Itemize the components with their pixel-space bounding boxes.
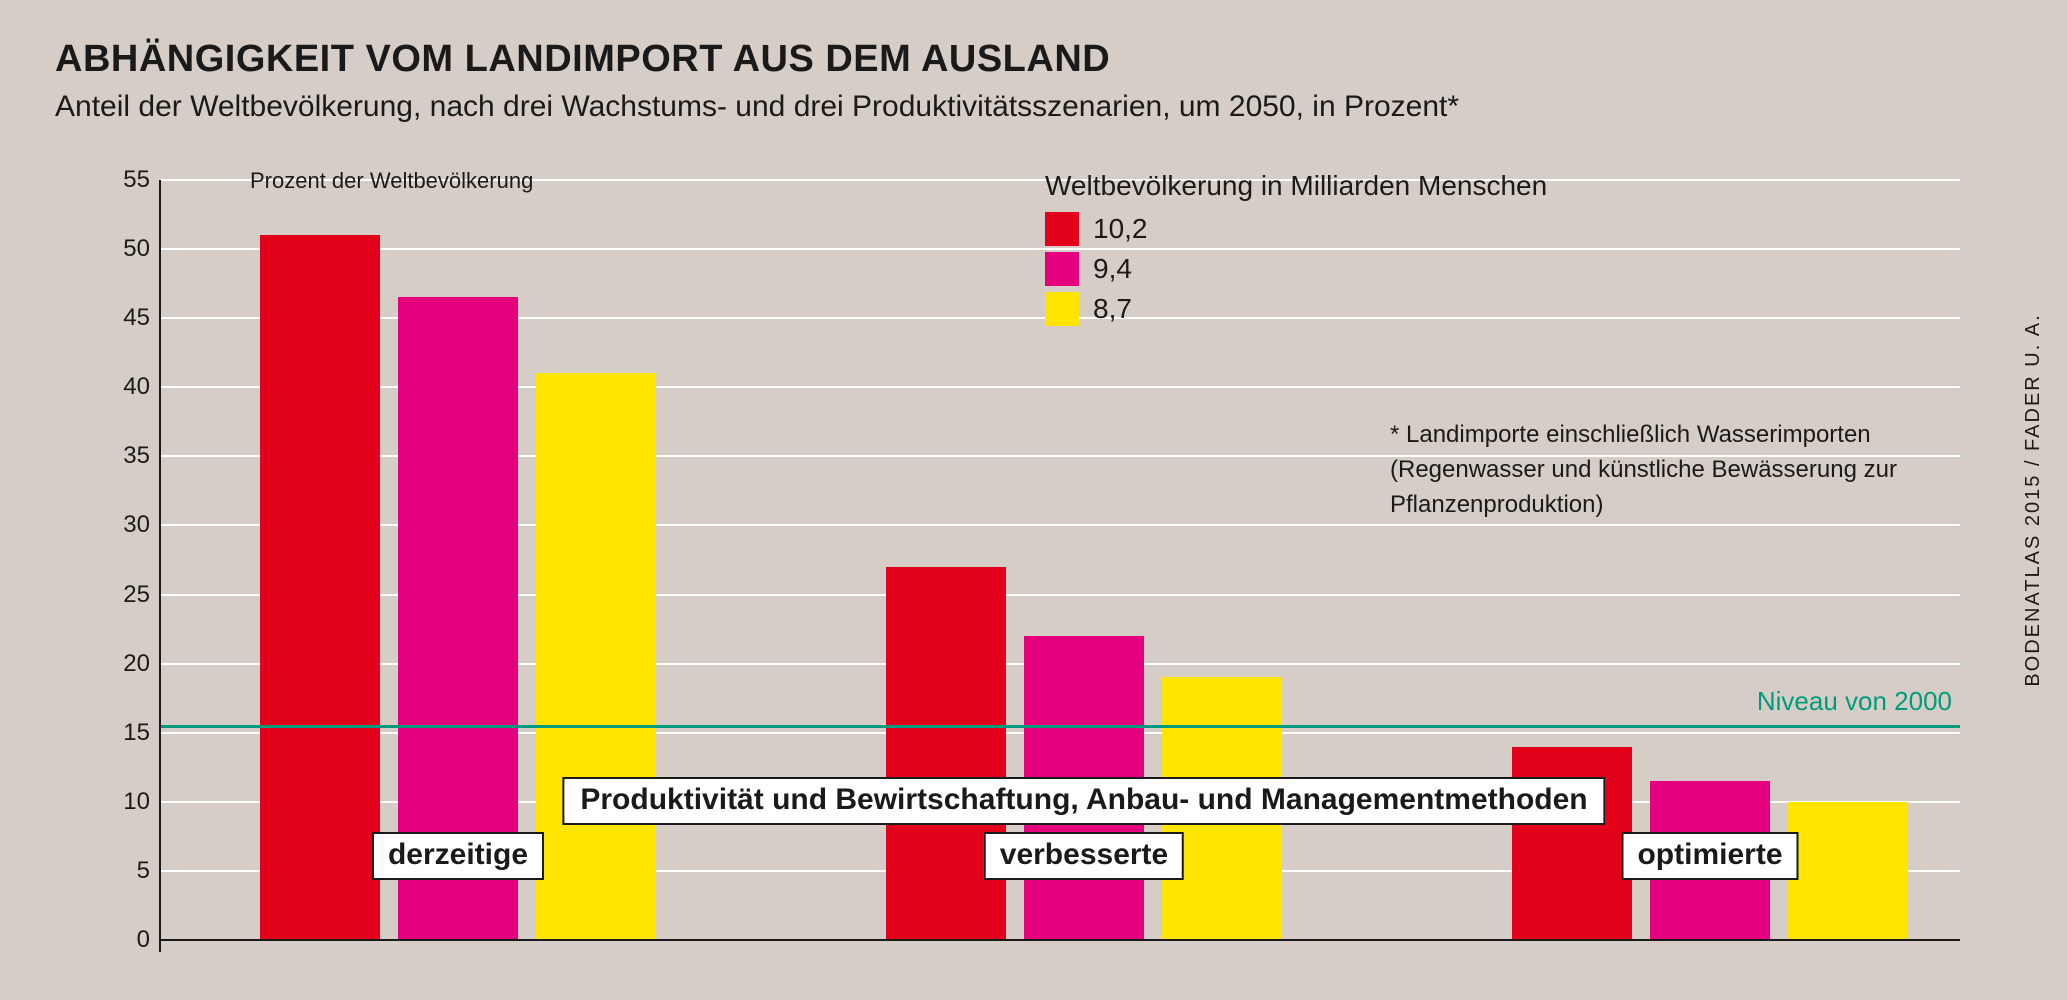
reference-line-label: Niveau von 2000: [1757, 686, 1952, 717]
chart-container: 0510152025303540455055Prozent der Weltbe…: [80, 180, 1960, 970]
y-axis-line: [159, 180, 161, 940]
chart-subtitle: Anteil der Weltbevölkerung, nach drei Wa…: [55, 90, 1459, 124]
footnote: * Landimporte einschließlich Wasserimpor…: [1390, 418, 1897, 522]
source-credit: BODENATLAS 2015 / FADER U. A.: [2022, 313, 2045, 686]
category-label-improved: verbesserte: [984, 832, 1184, 880]
legend-item-s94: 9,4: [1045, 252, 1547, 286]
bar-optimal-s87: [1788, 802, 1908, 940]
bar-current-s102: [260, 235, 380, 940]
legend-swatch: [1045, 292, 1079, 326]
y-axis-title: Prozent der Weltbevölkerung: [250, 168, 533, 194]
legend-item-s87: 8,7: [1045, 292, 1547, 326]
footnote-line: * Landimporte einschließlich Wasserimpor…: [1390, 418, 1897, 453]
bar-current-s87: [536, 373, 656, 940]
y-tick-label: 25: [90, 581, 150, 609]
legend-swatch: [1045, 212, 1079, 246]
y-tick-label: 0: [90, 926, 150, 954]
reference-line: [160, 725, 1960, 728]
y-tick-label: 15: [90, 719, 150, 747]
bar-optimal-s102: [1512, 747, 1632, 940]
legend-label: 10,2: [1093, 213, 1148, 245]
y-tick-label: 10: [90, 788, 150, 816]
y-tick-label: 50: [90, 235, 150, 263]
legend-label: 9,4: [1093, 253, 1132, 285]
y-tick-label: 55: [90, 166, 150, 194]
category-label-current: derzeitige: [372, 832, 544, 880]
y-tick-label: 30: [90, 511, 150, 539]
footnote-line: (Regenwasser und künstliche Bewässerung …: [1390, 453, 1897, 488]
y-tick-label: 45: [90, 304, 150, 332]
y-tick-label: 5: [90, 857, 150, 885]
y-tick-label: 35: [90, 442, 150, 470]
bar-improved-s102: [886, 567, 1006, 940]
legend-label: 8,7: [1093, 293, 1132, 325]
y-tick-label: 20: [90, 650, 150, 678]
legend-title: Weltbevölkerung in Milliarden Menschen: [1045, 170, 1547, 202]
category-caption: Produktivität und Bewirtschaftung, Anbau…: [562, 777, 1605, 825]
legend: Weltbevölkerung in Milliarden Menschen 10…: [1045, 170, 1547, 332]
axis-tick: [159, 940, 161, 952]
y-tick-label: 40: [90, 373, 150, 401]
chart-title: ABHÄNGIGKEIT VOM LANDIMPORT AUS DEM AUSL…: [55, 38, 1110, 81]
legend-item-s102: 10,2: [1045, 212, 1547, 246]
legend-swatch: [1045, 252, 1079, 286]
footnote-line: Pflanzenproduktion): [1390, 488, 1897, 523]
x-axis-line: [160, 939, 1960, 941]
category-label-optimal: optimierte: [1621, 832, 1798, 880]
plot-area: 0510152025303540455055Prozent der Weltbe…: [160, 180, 1960, 940]
